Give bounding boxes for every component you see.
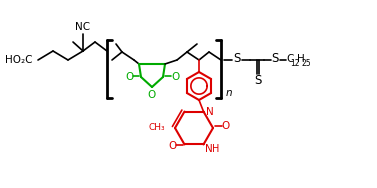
Text: 12: 12: [290, 59, 300, 68]
Text: CH₃: CH₃: [149, 124, 165, 133]
Text: HO₂C: HO₂C: [5, 55, 32, 65]
Text: N: N: [205, 144, 212, 155]
Text: S: S: [271, 52, 279, 65]
Text: H: H: [212, 144, 219, 155]
Text: H: H: [297, 54, 305, 64]
Text: N: N: [205, 107, 213, 117]
Text: S: S: [254, 74, 262, 86]
Text: O: O: [221, 121, 229, 131]
Text: 25: 25: [301, 59, 311, 68]
Text: S: S: [233, 52, 241, 65]
Text: O: O: [148, 90, 156, 100]
Text: O: O: [171, 72, 179, 82]
Text: O: O: [169, 141, 177, 152]
Text: C: C: [286, 54, 294, 64]
Text: n: n: [226, 88, 232, 98]
Text: NC: NC: [75, 22, 90, 32]
Text: O: O: [125, 72, 133, 82]
